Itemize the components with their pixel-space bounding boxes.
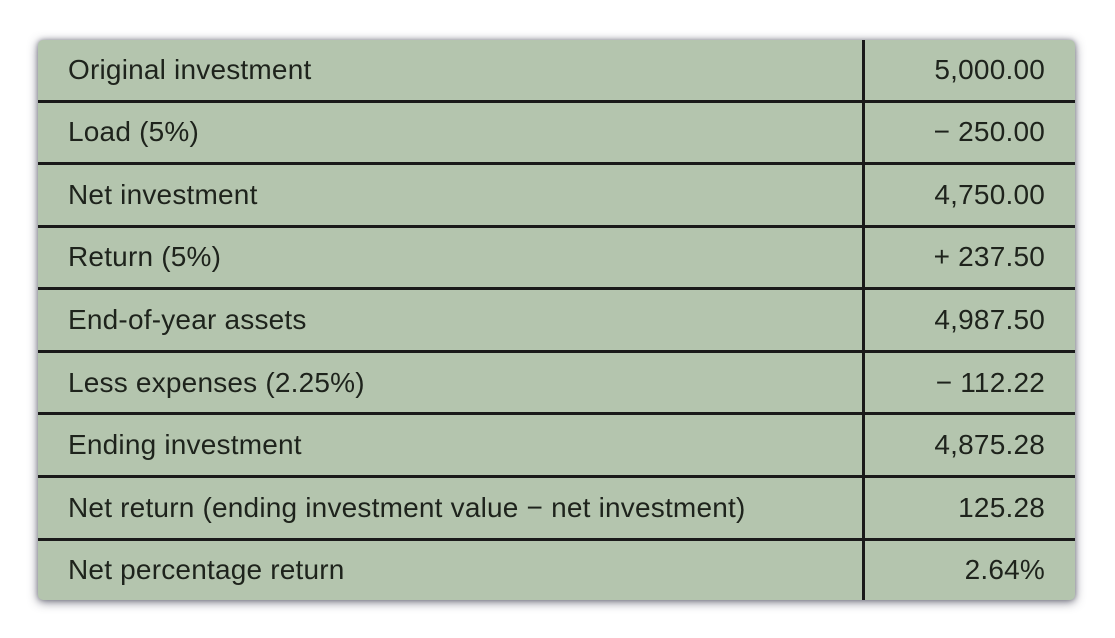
row-label: Ending investment: [38, 415, 865, 475]
row-label: Net return (ending investment value − ne…: [38, 477, 865, 538]
row-label: Net investment: [38, 165, 865, 225]
row-value: 2.64%: [964, 554, 1045, 586]
row-label: Net percentage return: [38, 540, 865, 601]
table-row: Ending investment 4,875.28: [38, 415, 1075, 478]
table-row: Less expenses (2.25%) − 112.22: [38, 352, 1075, 416]
table-row: Net percentage return 2.64%: [38, 540, 1075, 601]
row-value: 4,987.50: [934, 304, 1045, 336]
row-label: Original investment: [38, 40, 865, 100]
row-value: 125.28: [958, 491, 1045, 523]
row-value: + 237.50: [933, 241, 1045, 273]
row-label: Load (5%): [38, 102, 865, 163]
row-label: End-of-year assets: [38, 290, 865, 350]
table-row: End-of-year assets 4,987.50: [38, 290, 1075, 353]
row-value: − 250.00: [933, 116, 1045, 148]
table-row: Original investment 5,000.00: [38, 40, 1075, 103]
row-value: 5,000.00: [934, 53, 1045, 85]
row-label: Return (5%): [38, 227, 865, 288]
row-value: 4,875.28: [934, 429, 1045, 461]
table-row: Return (5%) + 237.50: [38, 227, 1075, 291]
table-row: Load (5%) − 250.00: [38, 102, 1075, 166]
table-row: Net return (ending investment value − ne…: [38, 477, 1075, 541]
row-value: 4,750.00: [934, 178, 1045, 210]
row-value: − 112.22: [935, 366, 1045, 398]
row-label: Less expenses (2.25%): [38, 352, 865, 413]
table-row: Net investment 4,750.00: [38, 165, 1075, 228]
investment-return-table: Original investment 5,000.00 Load (5%) −…: [38, 40, 1075, 601]
